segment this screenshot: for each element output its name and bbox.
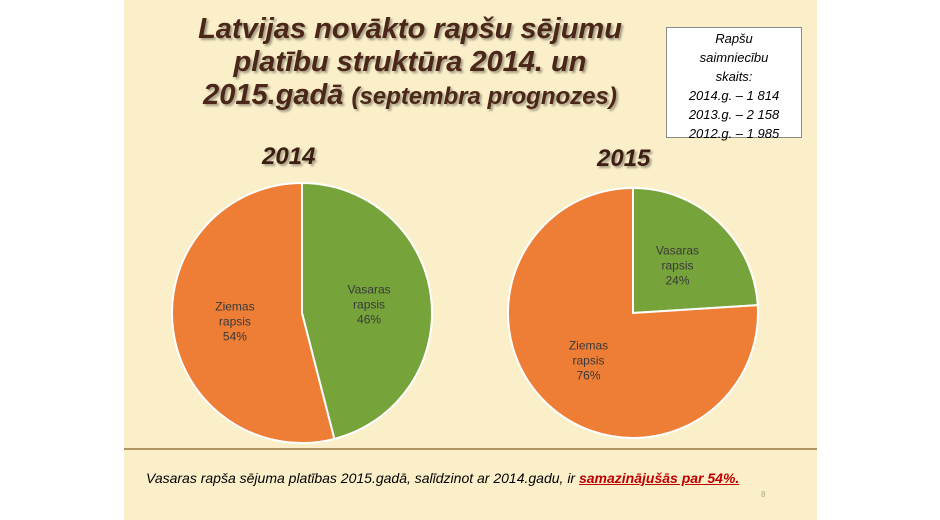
infobox-line-4: 2014.g. – 1 814: [688, 88, 780, 103]
footer-highlight: samazinājušās par 54%.: [578, 470, 740, 486]
title-line-2: platību struktūra 2014. un: [233, 46, 587, 78]
farm-count-box: Rapšu saimniecību skaits: 2014.g. – 1 81…: [666, 27, 802, 141]
infobox-line-3: skaits:: [715, 69, 753, 84]
pie-label-2015-vasaras: Vasaras rapsis 24%: [656, 244, 699, 288]
chart-2014-title: 2014: [262, 143, 316, 170]
infobox-line-6: 2012.g. – 1 985: [688, 126, 780, 141]
title-line-1: Latvijas novākto rapšu sējumu: [198, 13, 622, 45]
infobox-line-2: saimniecību: [699, 50, 769, 65]
title-line-3: 2015.gadā: [203, 79, 352, 111]
pie-slice-2015-ziemas: [507, 186, 759, 439]
pie-label-2015-ziemas: Ziemas rapsis 76%: [569, 338, 608, 382]
slide-title: Latvijas novākto rapšu sējumu platību st…: [150, 13, 670, 113]
chart-2015-title: 2015: [597, 145, 651, 172]
title-line-3-paren: (septembra prognozes): [351, 83, 617, 110]
footer-text: Vasaras rapša sējuma platības 2015.gadā,…: [146, 469, 791, 488]
footer-statement: Vasaras rapša sējuma platības 2015.gadā,…: [146, 470, 579, 486]
pie-label-2014-ziemas: Ziemas rapsis 54%: [215, 299, 254, 343]
pie-label-2014-vasaras: Vasaras rapsis 46%: [347, 283, 390, 327]
pie-slice-2015-vasaras: [632, 186, 759, 315]
infobox-line-5: 2013.g. – 2 158: [688, 107, 780, 122]
pie-slice-2014-ziemas: [171, 181, 336, 444]
divider-line: [124, 448, 817, 450]
page-number: 8: [761, 490, 766, 499]
pie-chart-2015: Vasaras rapsis 24% Ziemas rapsis 76%: [507, 186, 759, 439]
pie-chart-2014: Vasaras rapsis 46% Ziemas rapsis 54%: [171, 181, 433, 444]
pie-slice-2014-vasaras: [301, 181, 433, 441]
infobox-line-1: Rapšu: [715, 31, 753, 46]
